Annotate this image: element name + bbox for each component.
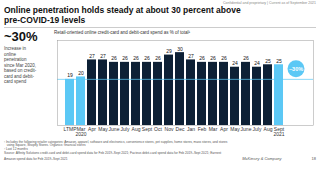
html-text:Confidential and proprietary |: Confidential and proprietary | Current a… <box>223 1 316 5</box>
html-text:Online penetration holds stead: Online penetration holds steady at about… <box>4 5 241 25</box>
svg-text:Sept: Sept <box>142 126 153 132</box>
svg-text:Aug: Aug <box>132 126 141 132</box>
svg-text:19: 19 <box>67 72 73 78</box>
svg-text:26: 26 <box>122 55 128 61</box>
html-text:¹ Includes the following retai: ¹ Includes the following retailer catego… <box>4 139 228 144</box>
svg-text:Mar2020: Mar2020 <box>75 126 86 137</box>
svg-text:Mar: Mar <box>209 126 218 132</box>
svg-text:26: 26 <box>144 55 150 61</box>
html-text:² Last 12 months: ² Last 12 months <box>4 147 28 152</box>
svg-text:Dec: Dec <box>176 126 185 132</box>
svg-text:26: 26 <box>133 55 139 61</box>
svg-text:Nov: Nov <box>165 126 174 132</box>
svg-text:29: 29 <box>166 48 172 54</box>
svg-text:27: 27 <box>188 53 194 59</box>
svg-text:26: 26 <box>243 55 249 61</box>
html-text:McKinsey & Company: McKinsey & Company <box>242 156 282 162</box>
html-text:18: 18 <box>311 156 316 162</box>
html-text:Increase in online penetration: Increase in online penetration since Mar… <box>4 46 37 84</box>
svg-text:Apr: Apr <box>220 126 228 132</box>
html-text:Retail-oriented online credit-: Retail-oriented online credit-card and d… <box>54 30 191 35</box>
svg-text:June: June <box>109 126 120 132</box>
svg-text:25: 25 <box>276 57 282 63</box>
svg-text:26: 26 <box>199 55 205 61</box>
svg-text:Jan: Jan <box>187 126 195 132</box>
html-text:Amazon spend data for Feb 2019: Amazon spend data for Feb 2019–Sept 2021 <box>4 157 68 162</box>
svg-text:Apr: Apr <box>88 126 96 132</box>
svg-text:~30%: ~30% <box>289 65 303 71</box>
svg-text:27: 27 <box>89 53 95 59</box>
svg-text:June: June <box>241 126 252 132</box>
svg-text:25: 25 <box>265 57 271 63</box>
html-text:~30%: ~30% <box>4 29 38 44</box>
svg-text:24: 24 <box>232 60 238 66</box>
svg-text:26: 26 <box>221 55 227 61</box>
svg-text:Feb: Feb <box>198 126 207 132</box>
svg-text:27: 27 <box>100 53 106 59</box>
svg-text:24: 24 <box>254 60 260 66</box>
svg-text:July: July <box>121 126 130 132</box>
svg-text:Oct: Oct <box>154 126 162 132</box>
svg-text:May: May <box>230 126 240 132</box>
svg-text:26: 26 <box>155 55 161 61</box>
svg-text:May: May <box>98 126 108 132</box>
svg-text:26: 26 <box>210 55 216 61</box>
svg-text:20: 20 <box>78 70 84 76</box>
svg-text:Aug: Aug <box>264 126 273 132</box>
html-text:using Square, Shopify Stores.: using Square, Shopify Stores. Organics: … <box>4 143 86 148</box>
svg-text:26: 26 <box>111 55 117 61</box>
svg-text:Sept2021: Sept2021 <box>273 126 284 137</box>
svg-text:July: July <box>253 126 262 132</box>
html-text:Source: Affinity Solutions cre: Source: Affinity Solutions credit-card a… <box>4 151 222 156</box>
svg-text:30: 30 <box>177 45 183 51</box>
svg-text:LTMP: LTMP <box>63 125 77 132</box>
